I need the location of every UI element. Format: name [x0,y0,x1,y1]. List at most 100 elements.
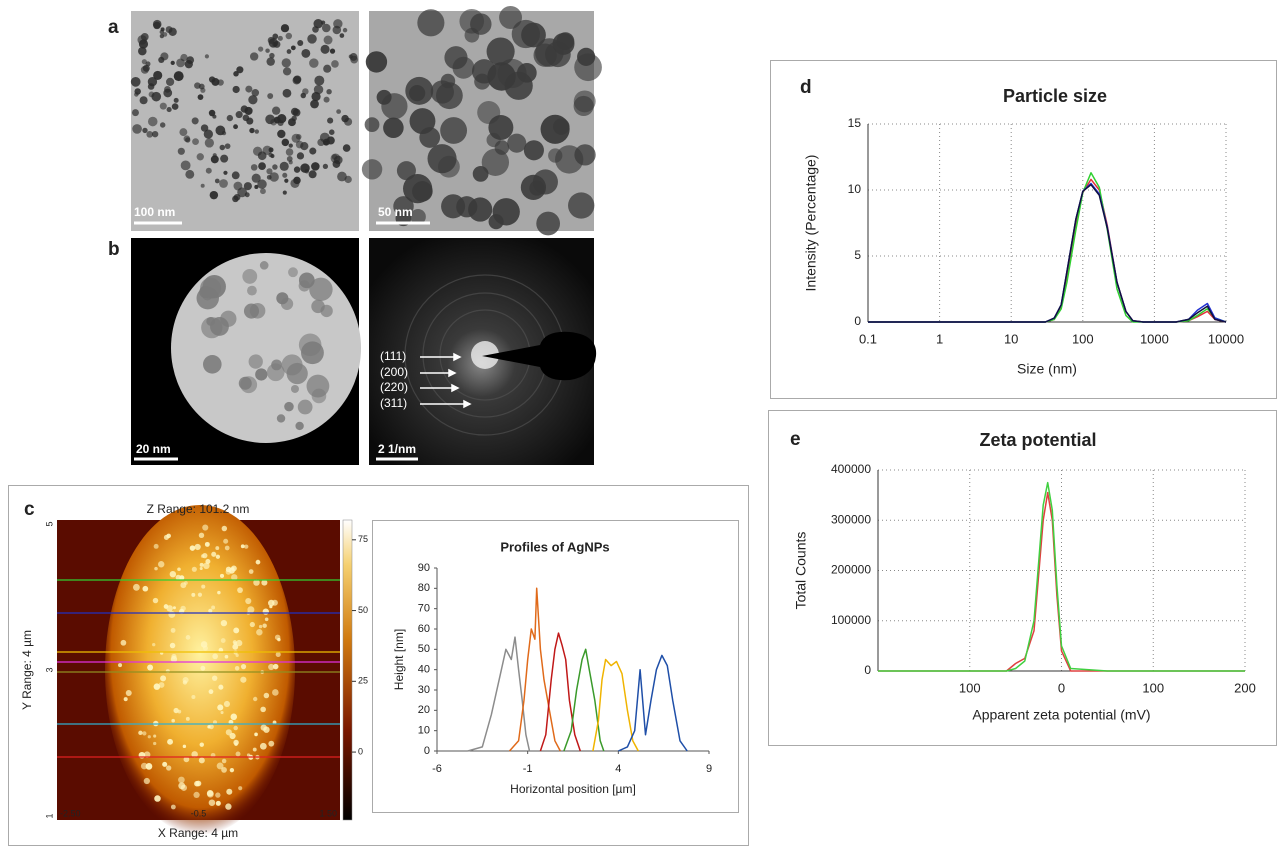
particle [146,131,154,138]
particle [272,33,279,40]
particle [158,682,165,688]
particle [231,171,240,180]
particle [235,111,243,119]
particle [139,96,148,105]
particle [323,64,332,73]
particle [138,46,147,56]
particle [295,140,304,149]
y-axis-label: Total Counts [793,532,809,610]
particle [225,566,232,573]
particle [267,36,275,44]
particle [290,107,299,116]
particle [182,744,187,749]
particle [272,689,279,696]
particle [281,138,290,147]
particle [403,174,433,204]
particle [341,114,349,123]
particle [240,105,249,113]
particle [205,167,212,174]
particle [247,285,257,296]
particle [257,151,267,161]
particle [159,33,165,39]
particle [166,77,175,86]
particle [143,777,150,785]
x-tick-label: 10000 [1208,331,1244,346]
particle [154,566,158,571]
particle [348,54,353,59]
particle [302,88,309,95]
particle [233,71,239,77]
afm-title: Z Range: 101.2 nm [147,502,250,516]
particle [383,117,404,139]
particle [216,762,224,770]
particle [217,704,224,711]
particle [185,716,190,721]
particle [208,608,213,613]
y-tick-label: 70 [418,603,430,615]
particle [282,172,288,178]
particle [160,27,165,32]
y-tick-label: 5 [854,248,861,262]
colorbar-tick-label: 75 [358,534,368,544]
particle [339,33,345,38]
particle [309,277,333,302]
particle [326,88,332,95]
afm-y-tick: 1 [44,813,54,818]
y-tick-label: 80 [418,582,430,594]
particle [167,738,173,745]
particle [253,696,258,702]
particle [198,532,205,539]
particle [246,753,251,757]
particle [200,554,205,558]
particle [271,106,281,115]
particle [268,152,273,158]
particle [532,169,558,195]
y-tick-label: 15 [848,116,862,130]
particle [233,725,238,731]
beam-stop [482,331,597,381]
particle [248,95,258,105]
particle [250,52,259,61]
particle [440,117,468,144]
particle [280,24,290,33]
particle [364,117,380,133]
series-line [878,491,1245,672]
particle [180,605,186,612]
particle [199,742,204,747]
x-tick-label: 0.1 [859,331,877,346]
particle [204,541,210,547]
particle [277,129,286,139]
x-tick-label: -6 [432,763,442,775]
particle [231,574,238,581]
particle [232,640,237,645]
particle [212,720,218,725]
particle [191,117,199,125]
particle [120,639,127,646]
particle [258,624,263,629]
particle [276,414,286,423]
particle [236,639,243,647]
particle [232,85,240,94]
particle [310,99,319,109]
particle [220,710,224,715]
particle [153,21,161,30]
colorbar [342,519,353,821]
particle [250,164,258,171]
particle [381,93,408,120]
particle [293,176,301,185]
particle [153,734,157,738]
particle [215,800,221,806]
particle [468,197,493,222]
particle [282,190,287,195]
x-tick-label: 100 [959,680,981,695]
particle [221,130,227,136]
particle [204,54,210,59]
particle [133,583,140,591]
particle [185,169,195,179]
particle [169,570,177,578]
y-axis-label: Intensity (Percentage) [803,155,819,292]
particle [165,26,173,33]
panel-label: b [108,239,120,260]
particle [255,559,261,565]
particle [138,730,143,735]
